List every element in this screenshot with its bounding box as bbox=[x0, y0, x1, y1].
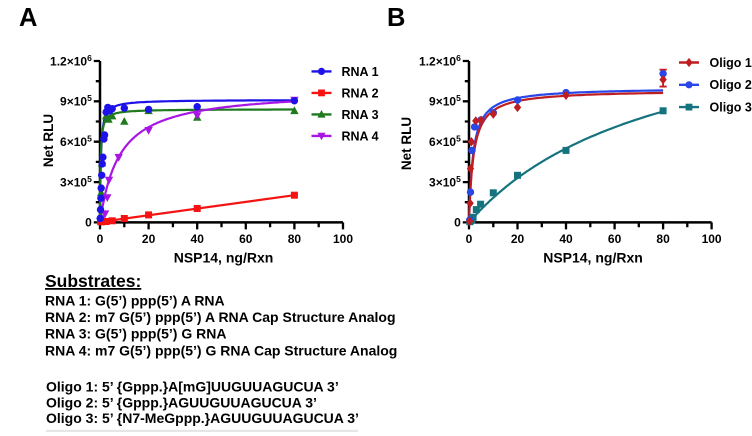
svg-text:9×105: 9×105 bbox=[429, 93, 461, 109]
svg-text:RNA 1: G(5’) ppp(5’) A RNA: RNA 1: G(5’) ppp(5’) A RNA bbox=[45, 293, 225, 309]
svg-text:RNA 2: RNA 2 bbox=[342, 86, 379, 100]
svg-text:40: 40 bbox=[191, 232, 205, 246]
svg-text:0: 0 bbox=[466, 232, 473, 246]
svg-text:RNA 3: G(5’) ppp(5’) G RNA: RNA 3: G(5’) ppp(5’) G RNA bbox=[45, 326, 226, 342]
svg-text:1.2×106: 1.2×106 bbox=[419, 53, 461, 69]
svg-text:40: 40 bbox=[559, 232, 573, 246]
svg-text:20: 20 bbox=[142, 232, 156, 246]
svg-text:1.2×106: 1.2×106 bbox=[50, 53, 92, 69]
svg-text:Oligo 3: 5’ {N7-MeGppp.}AGUUGU: Oligo 3: 5’ {N7-MeGppp.}AGUUGUUAGUCUA 3’ bbox=[46, 410, 359, 426]
svg-text:60: 60 bbox=[608, 232, 622, 246]
svg-text:RNA 1: RNA 1 bbox=[342, 65, 379, 79]
svg-text:80: 80 bbox=[288, 232, 302, 246]
svg-text:0: 0 bbox=[97, 232, 104, 246]
svg-text:6×105: 6×105 bbox=[429, 134, 461, 150]
svg-text:80: 80 bbox=[656, 232, 670, 246]
svg-text:60: 60 bbox=[239, 232, 253, 246]
svg-text:RNA 4: RNA 4 bbox=[342, 129, 379, 143]
svg-text:Oligo 1: Oligo 1 bbox=[710, 56, 752, 70]
svg-text:RNA 2: m7 G(5’) ppp(5’) A RNA: RNA 2: m7 G(5’) ppp(5’) A RNA Cap Struct… bbox=[45, 309, 396, 325]
svg-text:Substrates:: Substrates: bbox=[45, 271, 141, 291]
svg-text:Net RLU: Net RLU bbox=[399, 117, 414, 170]
svg-text:0: 0 bbox=[85, 216, 92, 230]
svg-text:20: 20 bbox=[511, 232, 525, 246]
svg-text:B: B bbox=[387, 4, 405, 32]
svg-text:Oligo 1: 5’ {Gppp.}A[mG]UUGUUA: Oligo 1: 5’ {Gppp.}A[mG]UUGUUAGUCUA 3’ bbox=[46, 379, 339, 395]
svg-text:9×105: 9×105 bbox=[60, 93, 92, 109]
svg-text:RNA 4: m7 G(5’) ppp(5’) G RNA: RNA 4: m7 G(5’) ppp(5’) G RNA Cap Struct… bbox=[45, 342, 397, 358]
svg-text:NSP14, ng/Rxn: NSP14, ng/Rxn bbox=[174, 250, 274, 266]
svg-text:Net RLU: Net RLU bbox=[41, 114, 56, 167]
svg-text:6×105: 6×105 bbox=[60, 134, 92, 150]
svg-text:100: 100 bbox=[333, 232, 353, 246]
svg-text:100: 100 bbox=[702, 232, 722, 246]
svg-text:3×105: 3×105 bbox=[429, 174, 461, 190]
svg-text:Oligo 2: Oligo 2 bbox=[710, 78, 752, 92]
svg-text:RNA 3: RNA 3 bbox=[342, 108, 379, 122]
svg-text:A: A bbox=[19, 4, 37, 32]
svg-text:3×105: 3×105 bbox=[60, 174, 92, 190]
svg-text:NSP14, ng/Rxn: NSP14, ng/Rxn bbox=[543, 250, 643, 266]
svg-text:Oligo 2: 5’ {Gppp.}AGUUGUUAGUC: Oligo 2: 5’ {Gppp.}AGUUGUUAGUCUA 3’ bbox=[46, 394, 317, 410]
svg-text:0: 0 bbox=[454, 216, 461, 230]
svg-text:Oligo 3: Oligo 3 bbox=[710, 101, 752, 115]
